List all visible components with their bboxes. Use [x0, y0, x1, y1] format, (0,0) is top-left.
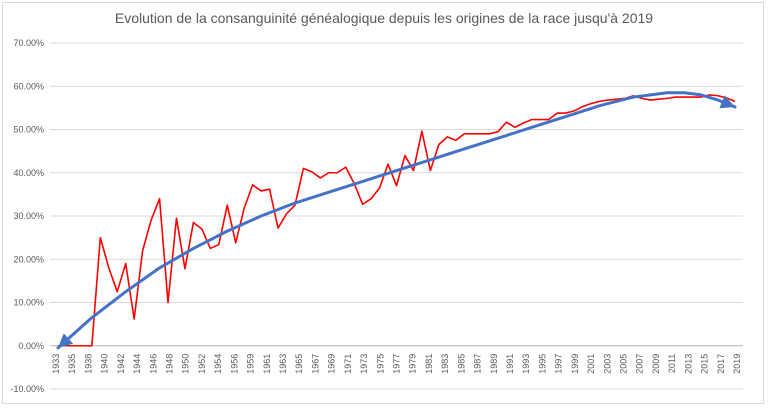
x-tick-label: 1959 [246, 354, 256, 374]
x-tick-label: 1956 [229, 354, 239, 374]
x-axis-ticks: 1933 1935 1938 1940 1942 1944 1946 1948 1950 1952… [51, 354, 742, 374]
x-tick-label: 1977 [392, 354, 402, 374]
trendline-arrow-start [58, 333, 74, 348]
x-tick-label: 1961 [262, 354, 272, 374]
x-tick-label: 2005 [619, 354, 629, 374]
trendline-arrow-end [719, 95, 735, 109]
y-tick-label: 20.00% [13, 254, 44, 264]
x-tick-label: 2013 [683, 354, 693, 374]
x-tick-label: 1971 [343, 354, 353, 374]
x-tick-label: 1973 [359, 354, 369, 374]
x-tick-label: 1963 [278, 354, 288, 374]
y-tick-label: 70.00% [13, 38, 44, 48]
x-tick-label: 1933 [51, 354, 61, 374]
x-tick-label: 2003 [602, 354, 612, 374]
trendline [56, 91, 737, 350]
x-tick-label: 1997 [554, 354, 564, 374]
x-tick-label: 1983 [440, 354, 450, 374]
x-tick-label: 1981 [424, 354, 434, 374]
x-tick-label: 1975 [375, 354, 385, 374]
x-tick-label: 1942 [116, 354, 126, 374]
x-tick-label: 1948 [165, 354, 175, 374]
x-tick-label: 1985 [456, 354, 466, 374]
x-tick-label: 1935 [67, 354, 77, 374]
x-tick-label: 1954 [213, 354, 223, 374]
x-tick-label: 1967 [310, 354, 320, 374]
y-tick-label: 0.00% [18, 341, 44, 351]
x-tick-label: 2009 [651, 354, 661, 374]
chart-frame [2, 2, 764, 404]
x-tick-label: 2007 [635, 354, 645, 374]
x-tick-label: 1987 [473, 354, 483, 374]
x-tick-label: 1995 [537, 354, 547, 374]
y-tick-label: 60.00% [13, 81, 44, 91]
x-tick-label: 1950 [181, 354, 191, 374]
y-tick-label: 50.00% [13, 125, 44, 135]
y-tick-label: 40.00% [13, 168, 44, 178]
y-tick-label: 30.00% [13, 211, 44, 221]
x-tick-label: 1944 [132, 354, 142, 374]
y-tick-label: -10.00% [10, 384, 44, 394]
x-tick-label: 1965 [294, 354, 304, 374]
x-tick-label: 2011 [667, 354, 677, 373]
chart-title: Evolution de la consanguinité généalogiq… [114, 10, 654, 26]
x-tick-label: 1993 [521, 354, 531, 374]
series-layer [56, 91, 737, 350]
x-tick-label: 2015 [700, 354, 710, 374]
x-tick-label: 1989 [489, 354, 499, 374]
x-tick-label: 1991 [505, 354, 515, 374]
x-tick-label: 2017 [716, 354, 726, 374]
x-tick-label: 2001 [586, 354, 596, 374]
series-line-consanguinite [58, 94, 736, 347]
x-tick-label: 1999 [570, 354, 580, 374]
gridlines [50, 42, 743, 390]
x-tick-label: 2019 [732, 354, 742, 374]
x-tick-label: 1940 [100, 354, 110, 374]
x-tick-label: 1979 [408, 354, 418, 374]
x-tick-label: 1938 [83, 354, 93, 374]
x-tick-label: 1969 [327, 354, 337, 374]
y-tick-label: 10.00% [13, 298, 44, 308]
x-tick-label: 1952 [197, 354, 207, 374]
x-tick-label: 1946 [148, 354, 158, 374]
y-axis-ticks: -10.00% 0.00% 10.00% 20.00% 30.00% 40.00% 50.0… [10, 38, 44, 394]
